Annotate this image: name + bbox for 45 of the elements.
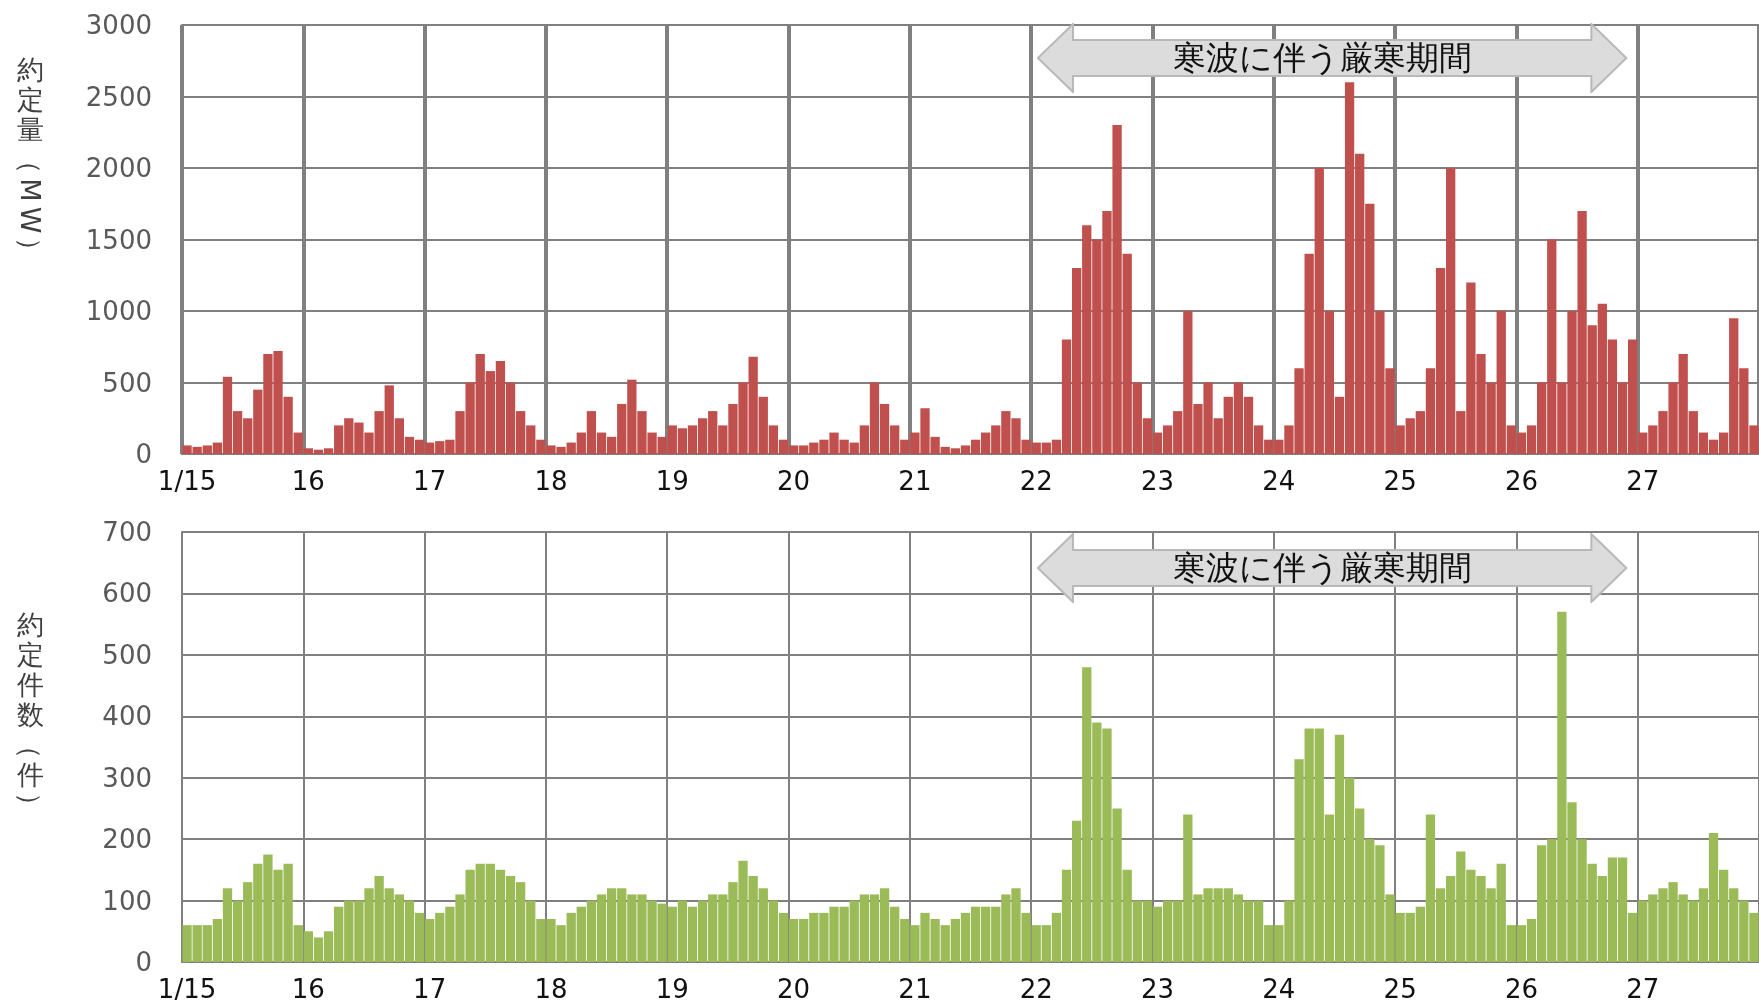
y-tick-label: 3000 xyxy=(85,10,152,40)
x-tick-label: 21 xyxy=(898,974,932,1004)
x-tick-label: 19 xyxy=(655,974,689,1004)
x-tick-label: 26 xyxy=(1504,974,1538,1004)
x-tick-label: 26 xyxy=(1504,466,1538,496)
y-tick-label: 100 xyxy=(102,885,152,916)
y-tick-label: 400 xyxy=(102,701,152,732)
x-tick-label: 22 xyxy=(1019,974,1053,1004)
x-tick-label: 17 xyxy=(413,466,447,496)
x-tick-label: 25 xyxy=(1383,974,1417,1004)
y-tick-label: 0 xyxy=(135,439,152,469)
y-tick-label: 2000 xyxy=(85,153,152,183)
y-tick-label: 500 xyxy=(102,639,152,670)
annotation: 寒波に伴う厳寒期間 xyxy=(1172,36,1472,79)
y-tick-label: 0 xyxy=(135,947,152,977)
x-tick-label: 20 xyxy=(777,466,811,496)
x-tick-label: 21 xyxy=(898,466,932,496)
x-tick-label: 17 xyxy=(413,974,447,1004)
x-tick-label: 24 xyxy=(1262,466,1296,496)
x-tick-label: 22 xyxy=(1019,466,1053,496)
x-tick-label: 16 xyxy=(291,466,325,496)
x-tick-label: 18 xyxy=(534,466,568,496)
x-tick-label: 23 xyxy=(1140,974,1175,1004)
annotation: 寒波に伴う厳寒期間 xyxy=(1172,546,1472,589)
x-tick-label: 23 xyxy=(1140,466,1175,496)
x-tick-label: 1/15 xyxy=(157,466,217,496)
y-axis-title: 約定件数（件） xyxy=(14,609,46,821)
y-tick-label: 2500 xyxy=(85,81,152,112)
y-tick-label: 1500 xyxy=(85,224,152,255)
y-tick-label: 200 xyxy=(102,824,152,855)
y-tick-label: 500 xyxy=(102,367,152,398)
y-tick-label: 300 xyxy=(102,762,152,793)
x-tick-label: 27 xyxy=(1626,466,1660,496)
x-tick-label: 1/15 xyxy=(157,974,217,1004)
x-tick-label: 19 xyxy=(655,466,689,496)
x-tick-label: 24 xyxy=(1262,974,1296,1004)
y-tick-label: 600 xyxy=(102,578,152,609)
x-tick-label: 20 xyxy=(777,974,811,1004)
x-tick-label: 27 xyxy=(1626,974,1660,1004)
y-tick-label: 1000 xyxy=(85,296,152,326)
x-tick-label: 18 xyxy=(534,974,568,1004)
y-tick-label: 700 xyxy=(102,517,152,547)
x-tick-label: 16 xyxy=(291,974,325,1004)
y-axis-title: 約定量（MW） xyxy=(14,54,46,266)
x-tick-label: 25 xyxy=(1383,466,1417,496)
